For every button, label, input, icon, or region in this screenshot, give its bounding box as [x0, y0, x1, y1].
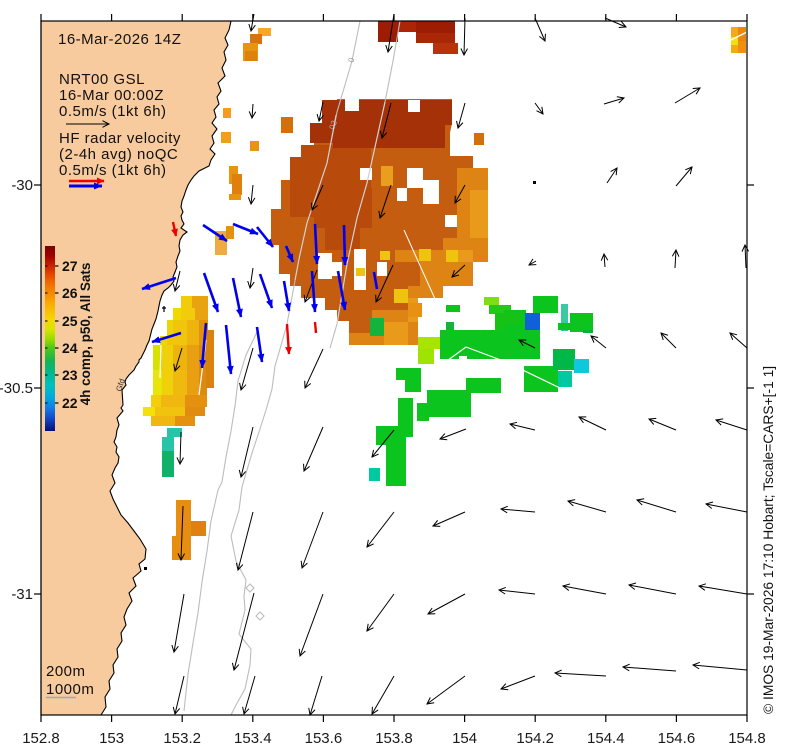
svg-text:153: 153: [99, 730, 124, 747]
svg-text:1000m: 1000m: [46, 681, 94, 698]
svg-text:© IMOS 19-Mar-2026 17:10 Hobar: © IMOS 19-Mar-2026 17:10 Hobart; Tscale=…: [761, 366, 776, 714]
svg-text:(2-4h avg) noQC: (2-4h avg) noQC: [59, 146, 178, 163]
svg-text:153.2: 153.2: [163, 730, 201, 747]
svg-text:0.5m/s (1kt 6h): 0.5m/s (1kt 6h): [59, 103, 167, 120]
svg-text:-31: -31: [11, 586, 33, 603]
svg-text:02: 02: [327, 119, 339, 131]
svg-text:154.4: 154.4: [587, 730, 625, 747]
svg-text:16-Mar-2026 14Z: 16-Mar-2026 14Z: [58, 31, 181, 48]
svg-text:-30: -30: [11, 177, 33, 194]
svg-text:154.2: 154.2: [516, 730, 554, 747]
svg-text:152.8: 152.8: [22, 730, 60, 747]
svg-text:16-Mar 00:00Z: 16-Mar 00:00Z: [59, 87, 164, 104]
svg-text:153.6: 153.6: [305, 730, 343, 747]
svg-text:154.6: 154.6: [658, 730, 696, 747]
svg-text:Gfd: Gfd: [114, 378, 127, 393]
svg-text:153.8: 153.8: [375, 730, 413, 747]
svg-text:23: 23: [62, 367, 78, 383]
svg-text:0.5m/s (1kt 6h): 0.5m/s (1kt 6h): [59, 162, 167, 179]
svg-text:NRT00 GSL: NRT00 GSL: [59, 71, 145, 88]
svg-text:24: 24: [62, 340, 78, 356]
svg-text:26: 26: [62, 285, 78, 301]
svg-text:22: 22: [62, 395, 78, 411]
svg-text:200m: 200m: [46, 663, 86, 680]
svg-text:0: 0: [346, 56, 356, 64]
svg-text:25: 25: [62, 313, 78, 329]
svg-text:4h comp, p50, All Sats: 4h comp, p50, All Sats: [78, 263, 93, 406]
svg-text:HF radar velocity: HF radar velocity: [59, 130, 181, 147]
svg-text:154.8: 154.8: [728, 730, 766, 747]
svg-text:27: 27: [62, 258, 78, 274]
svg-text:154: 154: [452, 730, 477, 747]
svg-text:-30.5: -30.5: [0, 380, 33, 397]
svg-text:153.4: 153.4: [234, 730, 272, 747]
